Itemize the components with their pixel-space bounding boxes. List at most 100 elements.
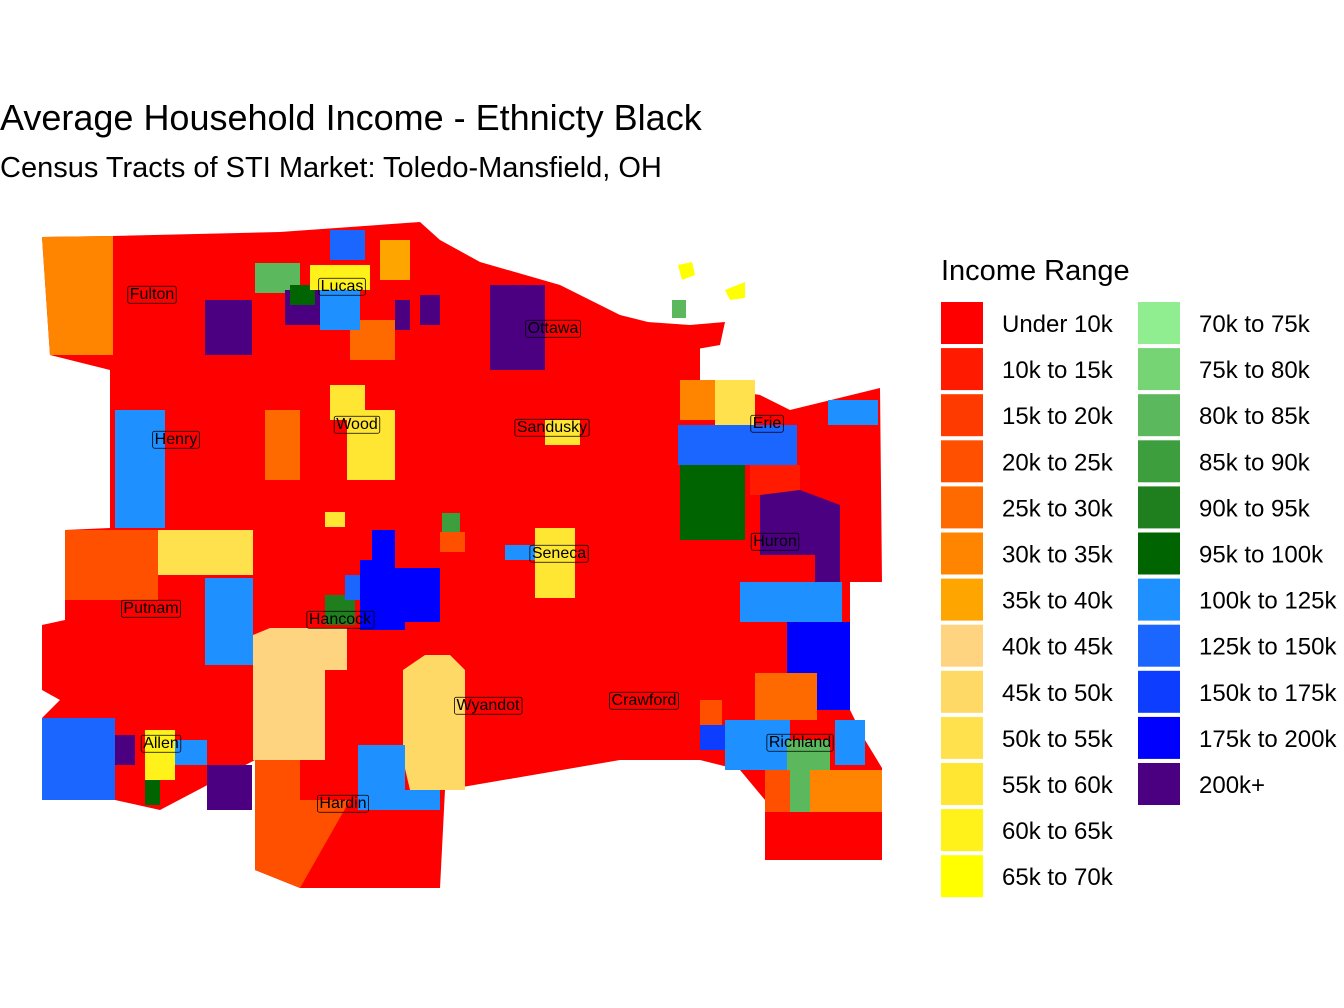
county-label: Hancock: [309, 611, 372, 628]
region: [42, 718, 115, 800]
region: [145, 730, 175, 780]
legend-swatch: [1138, 670, 1180, 713]
county-label: Huron: [753, 533, 797, 550]
legend-swatch: [1138, 486, 1180, 529]
region: [205, 578, 253, 665]
county-label-box: [750, 532, 800, 551]
county-label-box: [152, 430, 200, 449]
county-label: Hardin: [319, 795, 366, 812]
region: [755, 673, 817, 720]
region: [158, 530, 253, 575]
region: [740, 582, 842, 622]
legend-label: 20k to 25k: [1002, 449, 1114, 476]
legend-label: 75k to 80k: [1199, 357, 1311, 384]
legend-swatch: [1138, 578, 1180, 621]
county-label-box: [121, 599, 181, 618]
legend-swatch: [1138, 348, 1180, 391]
legend-label: 45k to 50k: [1002, 680, 1114, 707]
legend-swatch: [1138, 716, 1180, 759]
county-label: Fulton: [130, 286, 174, 303]
legend-label: 65k to 70k: [1002, 864, 1114, 891]
region: [253, 628, 347, 760]
region: [255, 760, 350, 888]
county-labels: Fulton Lucas Ottawa Wood Henry Sandusky …: [121, 277, 834, 813]
legend-label: 125k to 150k: [1199, 634, 1337, 661]
legend-swatch: [941, 809, 983, 852]
legend-swatch: [941, 302, 983, 344]
region: [760, 490, 840, 592]
region: [810, 770, 882, 812]
county-label-box: [514, 418, 590, 437]
subtitle: Census Tracts of STI Market: Toledo-Mans…: [0, 152, 662, 184]
region: [395, 300, 410, 330]
region: [320, 290, 360, 330]
region: [828, 400, 878, 425]
legend-label: 150k to 175k: [1199, 680, 1337, 707]
region: [265, 410, 300, 480]
region: [347, 410, 395, 480]
region: [115, 410, 165, 528]
county-label-box: [529, 544, 589, 563]
legend-swatch: [941, 716, 983, 759]
region: [725, 282, 745, 300]
region: [505, 545, 535, 560]
region: [65, 530, 158, 600]
region: [715, 380, 755, 425]
legend-swatch: [941, 624, 983, 667]
region: [420, 295, 440, 325]
legend-swatch: [941, 440, 983, 483]
legend-label: 40k to 45k: [1002, 634, 1114, 661]
region: [330, 230, 365, 260]
legend-swatch: [1138, 440, 1180, 483]
legend-label: 200k+: [1199, 772, 1265, 799]
legend-label: 70k to 75k: [1199, 311, 1311, 338]
region: [325, 512, 345, 527]
region: [207, 765, 252, 810]
region: [700, 700, 722, 730]
region: [678, 425, 797, 465]
legend-label: 35k to 40k: [1002, 588, 1114, 615]
county-label: Crawford: [612, 692, 677, 709]
region: [672, 300, 686, 318]
legend-swatch: [941, 670, 983, 713]
legend-swatch: [1138, 763, 1180, 805]
county-label: Wood: [336, 416, 378, 433]
legend-swatch: [941, 394, 983, 437]
legend-label: 30k to 35k: [1002, 542, 1114, 569]
region: [175, 740, 207, 765]
region: [358, 745, 440, 810]
region: [490, 285, 545, 370]
legend-title: Income Range: [941, 255, 1130, 287]
county-label: Sandusky: [517, 419, 587, 436]
county-label-box: [525, 319, 581, 338]
county-label-box: [127, 285, 177, 304]
region: [42, 222, 882, 888]
region: [380, 240, 410, 280]
region: [700, 725, 725, 750]
legend-swatch: [1138, 624, 1180, 667]
legend-swatch: [1138, 302, 1180, 344]
region: [205, 300, 252, 355]
county-label: Henry: [155, 431, 198, 448]
region: [403, 655, 465, 790]
county-label: Erie: [753, 415, 782, 432]
legend-swatch: [941, 855, 983, 898]
region: [42, 236, 113, 355]
county-label: Putnam: [123, 600, 178, 617]
legend-swatch: [1138, 532, 1180, 575]
legend-label: 10k to 15k: [1002, 357, 1114, 384]
legend-label: 50k to 55k: [1002, 726, 1114, 753]
region: [680, 380, 715, 420]
legend: Under 10k 10k to 15k 15k to 20k 20k to 25k 2…: [941, 302, 1337, 898]
legend-label: 100k to 125k: [1199, 588, 1337, 615]
county-label-box: [750, 414, 784, 433]
county-label-box: [333, 415, 381, 434]
legend-swatch: [941, 578, 983, 621]
region: [545, 420, 580, 445]
title: Average Household Income - Ethnicty Blac…: [0, 97, 703, 138]
region: [345, 575, 360, 600]
county-label-box: [318, 277, 366, 296]
region: [725, 720, 790, 770]
legend-swatch: [941, 532, 983, 575]
